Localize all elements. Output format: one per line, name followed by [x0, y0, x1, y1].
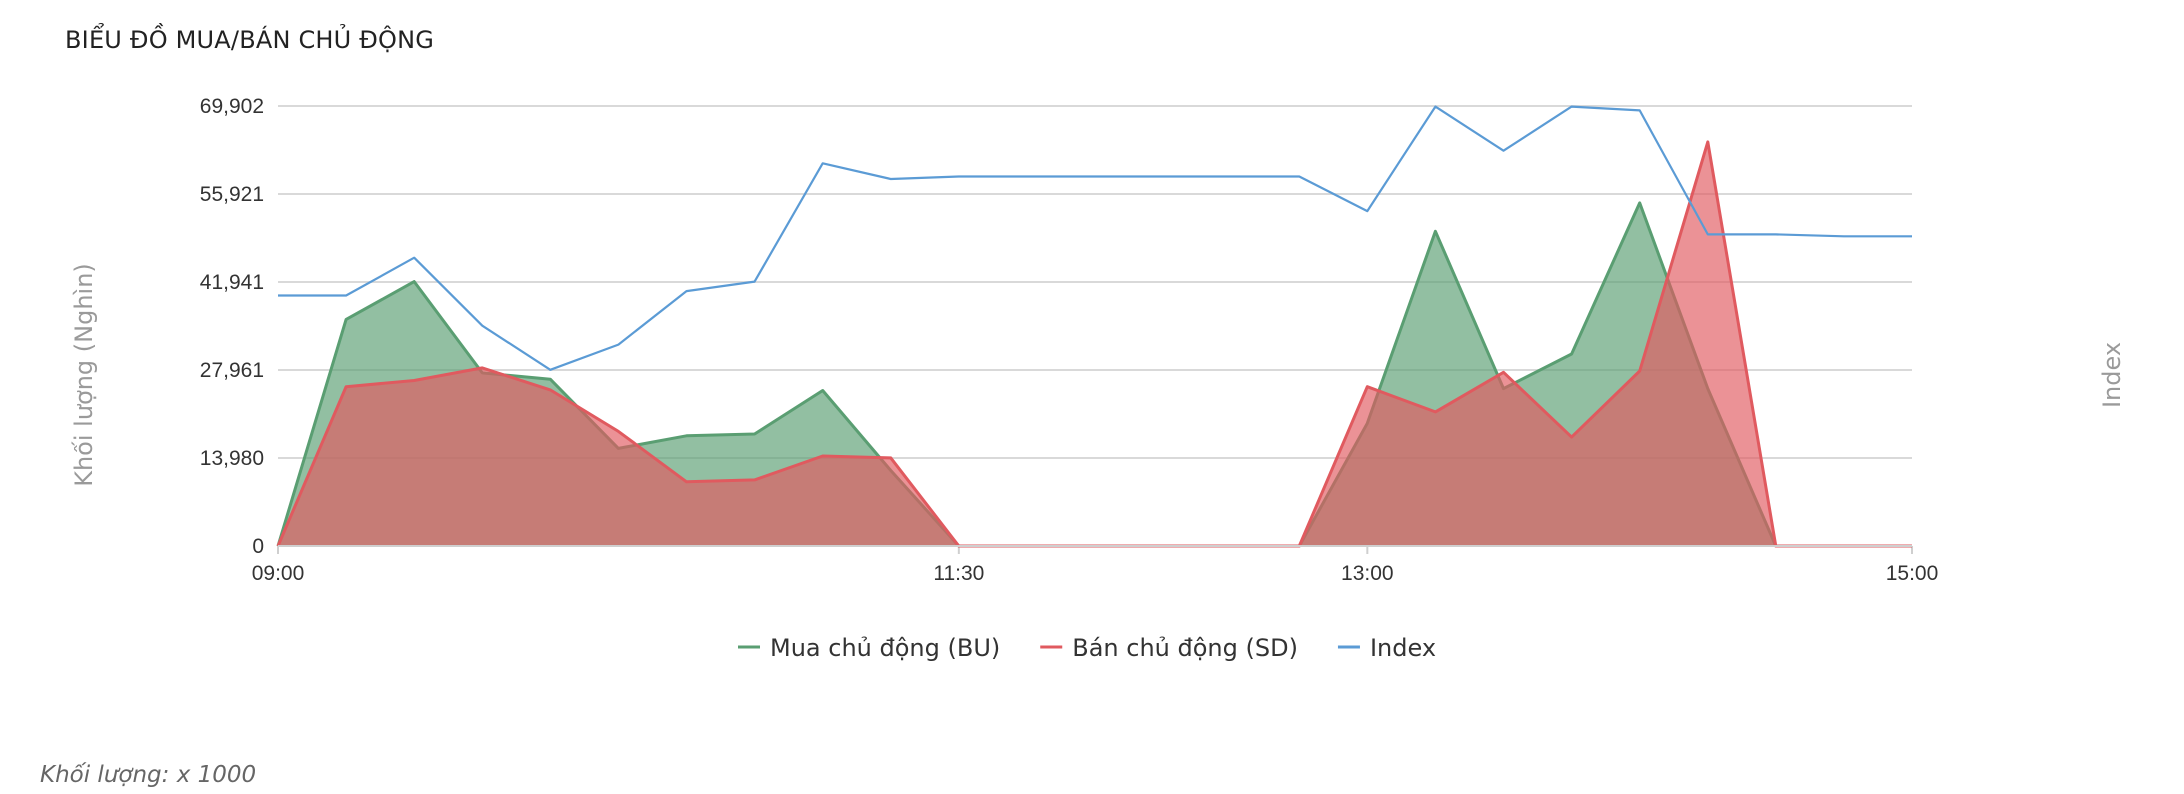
y-axis-title: Khối lượng (Nghìn): [70, 263, 98, 487]
x-tick-label: 11:30: [933, 562, 984, 585]
series-area-1: [278, 141, 1912, 546]
legend: Mua chủ động (BU) Bán chủ động (SD) Index: [738, 634, 1436, 662]
volume-footnote: Khối lượng: x 1000: [40, 762, 257, 788]
x-tick-label: 09:00: [252, 562, 305, 585]
y-tick-label: 13,980: [200, 447, 264, 470]
chart-title: BIỂU ĐỒ MUA/BÁN CHỦ ĐỘNG: [65, 26, 435, 54]
legend-item-label: Index: [1370, 634, 1436, 662]
x-tick-label: 15:00: [1886, 562, 1939, 585]
x-tick-label: 13:00: [1341, 562, 1394, 585]
y-tick-label: 27,961: [200, 359, 264, 382]
legend-item-label: Mua chủ động (BU): [770, 634, 1000, 662]
y-tick-label: 69,902: [200, 95, 264, 118]
legend-item-label: Bán chủ động (SD): [1072, 634, 1298, 662]
y-tick-labels: 0 13,980 27,961 41,941 55,921 69,902: [200, 95, 264, 558]
series-line-2: [278, 105, 1912, 371]
y-tick-label: 0: [252, 535, 264, 558]
series-layer: [276, 105, 1912, 548]
y-tick-label: 41,941: [200, 271, 264, 294]
y2-axis-title: Index: [2098, 342, 2126, 408]
x-tick-labels: 09:00 11:30 13:00 15:00: [252, 546, 1939, 585]
y-tick-label: 55,921: [200, 183, 264, 206]
